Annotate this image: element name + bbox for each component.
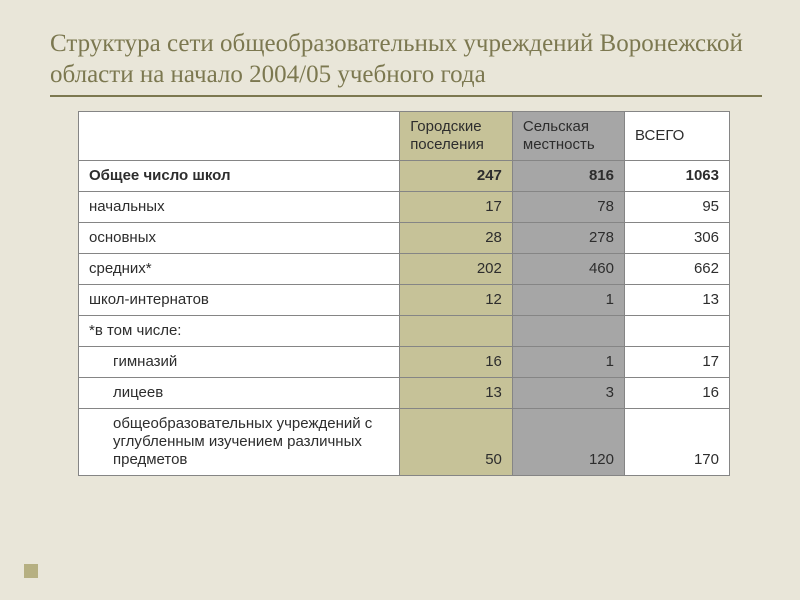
table-header-row: Городские поселения Сельская местность В… [79,111,730,160]
cell-urban: 50 [400,408,513,475]
cell-urban: 247 [400,160,513,191]
cell-urban: 17 [400,191,513,222]
cell-urban: 16 [400,346,513,377]
cell-urban: 13 [400,377,513,408]
table-row: основных 28 278 306 [79,222,730,253]
cell-rural: 460 [512,253,624,284]
col-header-urban: Городские поселения [400,111,513,160]
cell-total: 13 [624,284,729,315]
cell-rural: 3 [512,377,624,408]
cell-total: 16 [624,377,729,408]
table-row: гимназий 16 1 17 [79,346,730,377]
table-row: школ-интернатов 12 1 13 [79,284,730,315]
cell-urban: 28 [400,222,513,253]
cell-total: 17 [624,346,729,377]
cell-rural: 1 [512,284,624,315]
table-row: Общее число школ 247 816 1063 [79,160,730,191]
table-row: начальных 17 78 95 [79,191,730,222]
cell-total: 306 [624,222,729,253]
cell-rural: 78 [512,191,624,222]
table-row: *в том числе: [79,315,730,346]
cell-total: 1063 [624,160,729,191]
cell-rural: 1 [512,346,624,377]
table-row: средних* 202 460 662 [79,253,730,284]
col-header-rural: Сельская местность [512,111,624,160]
row-label: *в том числе: [79,315,400,346]
row-label: школ-интернатов [79,284,400,315]
row-label: основных [79,222,400,253]
row-label: Общее число школ [79,160,400,191]
cell-rural [512,315,624,346]
cell-total: 662 [624,253,729,284]
accent-square-icon [24,564,38,578]
row-label: лицеев [79,377,400,408]
cell-total: 170 [624,408,729,475]
table-row: общеобразовательных учреждений с углубле… [79,408,730,475]
cell-rural: 816 [512,160,624,191]
row-label: начальных [79,191,400,222]
cell-total: 95 [624,191,729,222]
row-label: средних* [79,253,400,284]
cell-rural: 278 [512,222,624,253]
cell-rural: 120 [512,408,624,475]
page-title: Структура сети общеобразовательных учреж… [50,28,762,97]
col-header-label [79,111,400,160]
row-label: общеобразовательных учреждений с углубле… [79,408,400,475]
cell-urban: 202 [400,253,513,284]
slide: Структура сети общеобразовательных учреж… [0,0,800,600]
cell-total [624,315,729,346]
row-label: гимназий [79,346,400,377]
col-header-total: ВСЕГО [624,111,729,160]
schools-table: Городские поселения Сельская местность В… [78,111,730,476]
cell-urban [400,315,513,346]
table-row: лицеев 13 3 16 [79,377,730,408]
cell-urban: 12 [400,284,513,315]
